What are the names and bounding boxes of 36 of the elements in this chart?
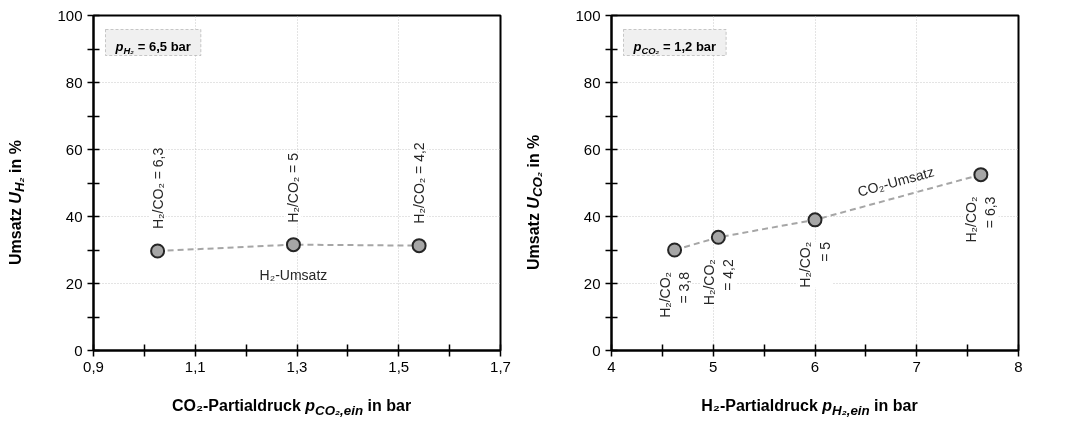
y-tick-label: 20 (583, 274, 601, 292)
x-axis-title: H₂-Partialdruck p$_{H₂,ein}$ in bar (700, 396, 919, 421)
point (973, 167, 989, 183)
x-tick-label: 1,3 (286, 357, 308, 375)
y-tick-label: 20 (65, 274, 83, 292)
annotation: H₂/CO₂ = 6,3 (963, 196, 999, 243)
point (667, 242, 683, 258)
x-tick-label: 0,9 (83, 357, 104, 375)
point (710, 229, 726, 245)
y-tick-label: 0 (592, 341, 601, 359)
y-tick-label: 40 (583, 207, 601, 225)
y-tick-label: 40 (65, 207, 83, 225)
x-tick-label: 8 (1014, 357, 1023, 375)
y-tick-label: 100 (575, 6, 601, 24)
annotation: H₂/CO₂ = 6,3 (149, 147, 166, 230)
annotation: H₂/CO₂ = 3,8 (656, 271, 693, 318)
annotation: H₂/CO₂ = 5 (797, 241, 833, 288)
x-tick-label: 6 (810, 357, 820, 375)
x-axis-title: CO₂-Partialdruck p$_{CO₂,ein}$ in bar (170, 396, 413, 421)
annotation: H₂/CO₂ = 4,2 (700, 259, 736, 306)
y-tick-label: 80 (583, 73, 601, 91)
y-tick-label: 0 (74, 341, 83, 359)
point (807, 212, 823, 228)
x-tick-label: 1,5 (388, 357, 410, 375)
x-tick-label: 4 (607, 357, 616, 375)
annotation: H₂/CO₂ = 4,2 (411, 142, 428, 224)
x-tick-label: 7 (912, 357, 921, 375)
annotation: H₂/CO₂ = 5 (285, 152, 302, 223)
y-tick-label: 80 (65, 73, 83, 91)
y-tick-label: 100 (57, 6, 83, 24)
x-tick-label: 5 (709, 357, 718, 375)
y-tick-label: 60 (65, 140, 83, 158)
series-label: H₂-Umsatz (259, 266, 328, 283)
x-tick-label: 1,7 (490, 357, 511, 375)
x-tick-label: 1,1 (184, 357, 206, 375)
y-tick-label: 60 (583, 140, 601, 158)
